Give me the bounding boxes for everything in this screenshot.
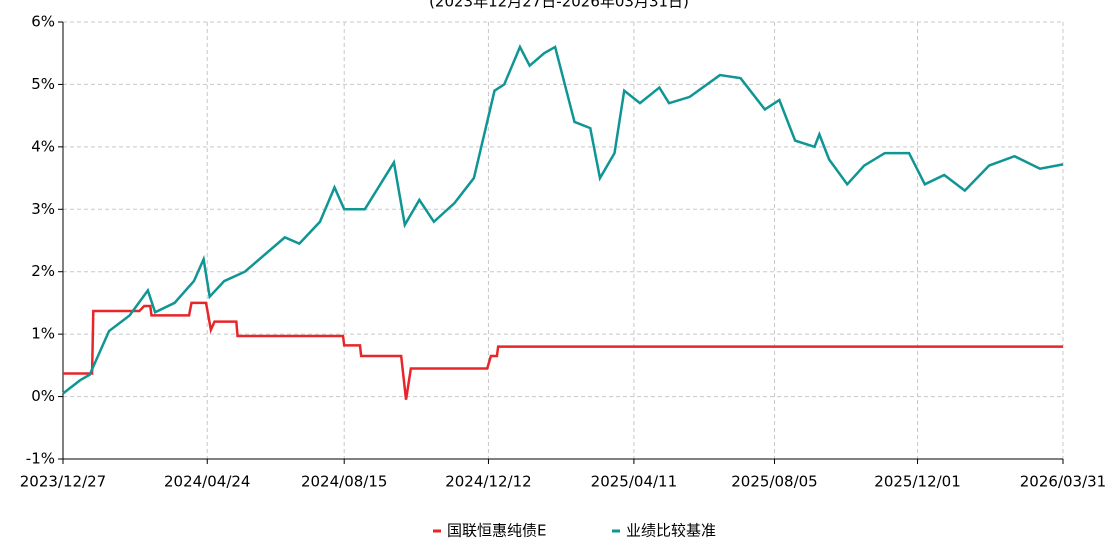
y-tick-label: 0% (31, 387, 55, 405)
series-line (63, 301, 1063, 400)
y-tick-label: 1% (31, 325, 55, 343)
y-tick-label: 3% (31, 200, 55, 218)
chart-subtitle: (2023年12月27日-2026年03月31日) (429, 0, 689, 11)
y-tick-label: 6% (31, 13, 55, 31)
y-tick-label: 4% (31, 137, 55, 155)
x-tick-label: 2024/12/12 (445, 473, 531, 491)
x-tick-label: 2024/04/24 (164, 473, 250, 491)
y-tick-label: -1% (26, 450, 55, 468)
x-tick-label: 2026/03/31 (1020, 473, 1106, 491)
y-tick-label: 5% (31, 75, 55, 93)
x-tick-label: 2025/12/01 (874, 473, 960, 491)
x-tick-label: 2025/08/05 (731, 473, 817, 491)
x-tick-label: 2025/04/11 (591, 473, 677, 491)
legend-label: 国联恒惠纯债E (447, 522, 546, 540)
legend-label: 业绩比较基准 (626, 522, 716, 540)
x-tick-label: 2024/08/15 (301, 473, 387, 491)
y-tick-label: 2% (31, 262, 55, 280)
x-tick-label: 2023/12/27 (20, 473, 106, 491)
series-line (62, 44, 1064, 395)
